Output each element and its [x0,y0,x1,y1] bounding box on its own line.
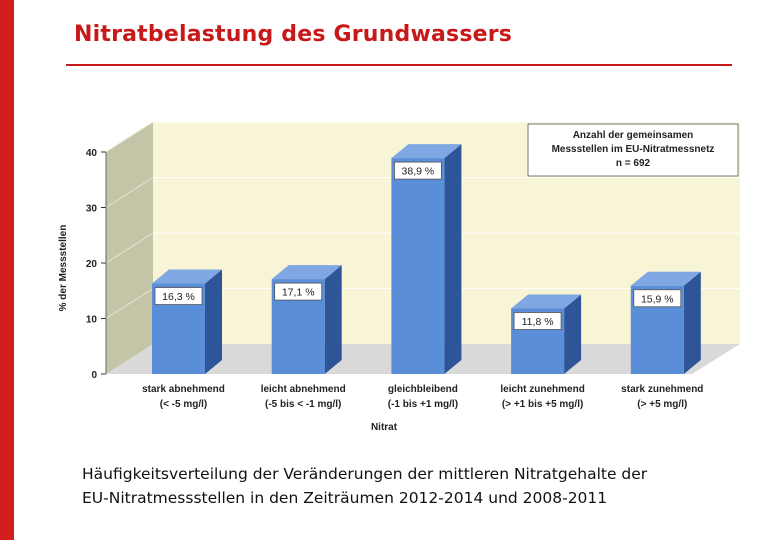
x-tick-label: gleichbleibend [388,384,458,395]
caption: Häufigkeitsverteilung der Veränderungen … [82,462,762,510]
bar-5: 15,9 % [630,271,701,374]
bar-front [391,158,445,374]
x-tick-label: stark zunehmend [621,384,703,395]
x-tick-label: stark abnehmend [142,384,225,395]
bar-side [564,294,582,374]
caption-line-2: EU-Nitratmessstellen in den Zeiträumen 2… [82,489,608,507]
data-label-box [633,289,682,308]
x-tick-label: (-1 bis +1 mg/l) [388,399,458,410]
y-axis-label: % der Messstellen [58,225,69,312]
legend-box-line: Anzahl der gemeinsamen [573,130,694,141]
bar-side [205,269,222,374]
y-tick-label: 30 [86,204,98,215]
data-label: 17,1 % [282,287,315,299]
chart-legend-box: Anzahl der gemeinsamen Messstellen im EU-… [527,123,739,177]
data-label-box [154,287,203,305]
bar-top [271,265,342,280]
nitrate-bar-chart: 0 10 20 30 40 % der Messstellen 16,3 % 17,1 %… [58,121,740,433]
bar-top [391,144,462,159]
y-axis-ticks: 0 10 20 30 40 [86,148,107,381]
x-axis-label: Nitrat [371,422,398,433]
bar-side [444,144,462,374]
bar-side [683,271,701,374]
data-label: 16,3 % [162,291,195,303]
y-tick-label: 40 [86,148,98,159]
gridline-side [105,232,154,264]
bar-4: 11,8 % [511,294,582,374]
caption-line-1: Häufigkeitsverteilung der Veränderungen … [82,465,648,483]
data-label: 15,9 % [641,293,674,305]
x-tick-label: (-5 bis < -1 mg/l) [265,399,341,410]
y-tick-label: 20 [86,259,98,270]
bar-3: 38,9 % [391,144,462,374]
x-tick-label: (< -5 mg/l) [160,399,208,410]
x-tick-label: (> +5 mg/l) [637,399,687,410]
bar-side [324,265,342,374]
data-label-box [274,282,323,301]
x-tick-label: (> +1 bis +5 mg/l) [502,399,583,410]
data-label-box [513,312,562,330]
gridline-side [105,288,154,319]
title-divider [66,64,732,66]
data-label-box [393,161,442,180]
bar-top [152,269,222,284]
legend-box-line: Messstellen im EU-Nitratmessnetz [552,144,715,155]
chart-bars: 16,3 % 17,1 % 38,9 % 11,8 % 15,9 % [152,144,701,374]
legend-box-line: n = 692 [616,158,651,169]
bar-1: 16,3 % [152,269,222,374]
page-title: Nitratbelastung des Grundwassers [74,22,513,47]
bar-top [630,271,701,286]
bar-2: 17,1 % [271,265,342,374]
x-tick-label: leicht abnehmend [261,384,346,395]
bar-top [511,294,582,309]
y-tick-label: 10 [86,315,98,326]
x-tick-label: leicht zunehmend [500,384,584,395]
gridline-side [105,177,154,208]
y-tick-label: 0 [91,370,97,381]
data-label: 38,9 % [402,166,435,178]
data-label: 11,8 % [522,316,554,328]
x-axis-ticks: stark abnehmend (< -5 mg/l) leicht abnehme… [142,384,703,410]
legend-box-frame [527,123,739,177]
accent-bar [0,0,14,540]
gridline-side [105,121,154,153]
